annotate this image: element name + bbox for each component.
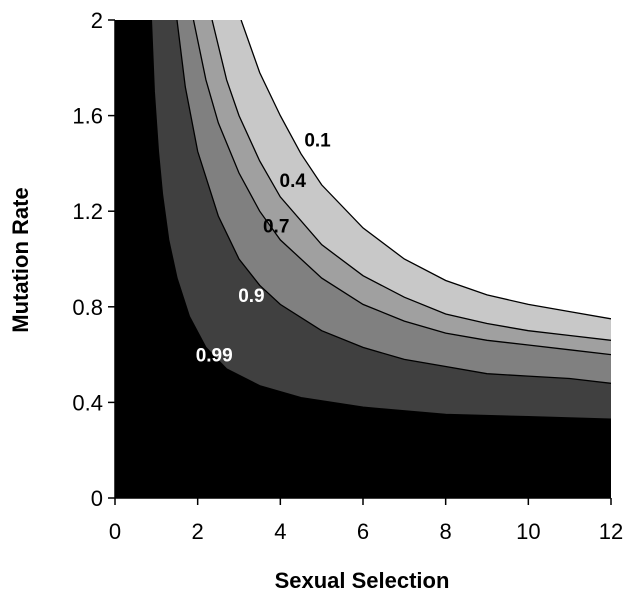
x-axis-title: Sexual Selection — [275, 568, 450, 593]
contour-line-0_4 — [211, 20, 611, 341]
x-tick-label: 8 — [440, 519, 452, 544]
y-tick-label: 1.6 — [72, 104, 103, 129]
axes: 0 2 4 6 8 10 12 0 0.4 0.8 1.2 1.6 2 — [72, 8, 623, 544]
contour-line-0_9 — [176, 20, 611, 384]
x-tick-label: 12 — [599, 519, 623, 544]
contour-label-0_99: 0.99 — [196, 346, 233, 367]
y-tick-label: 0.8 — [72, 295, 103, 320]
y-axis-title: Mutation Rate — [8, 187, 33, 332]
contour-label-0_4: 0.4 — [280, 171, 307, 192]
contour-bands — [115, 20, 611, 498]
x-tick-label: 10 — [516, 519, 540, 544]
y-tick-label: 0.4 — [72, 390, 103, 415]
y-tick-label: 2 — [91, 8, 103, 33]
contour-label-0_9: 0.9 — [238, 286, 264, 307]
y-tick-label: 1.2 — [72, 199, 103, 224]
x-tick-label: 2 — [192, 519, 204, 544]
x-tick-label: 0 — [109, 519, 121, 544]
contour-label-0_1: 0.1 — [304, 131, 331, 152]
contour-line-0_7 — [192, 20, 611, 356]
contour-line-0_99 — [150, 20, 611, 420]
contour-line-0_1 — [240, 20, 611, 320]
contour-label-0_7: 0.7 — [263, 217, 289, 238]
x-tick-label: 6 — [357, 519, 369, 544]
y-tick-label: 0 — [91, 486, 103, 511]
x-tick-label: 4 — [274, 519, 286, 544]
contour-band-0_99 — [115, 20, 611, 498]
plot-area: 0.1 0.4 0.7 0.9 0.99 — [115, 20, 611, 498]
